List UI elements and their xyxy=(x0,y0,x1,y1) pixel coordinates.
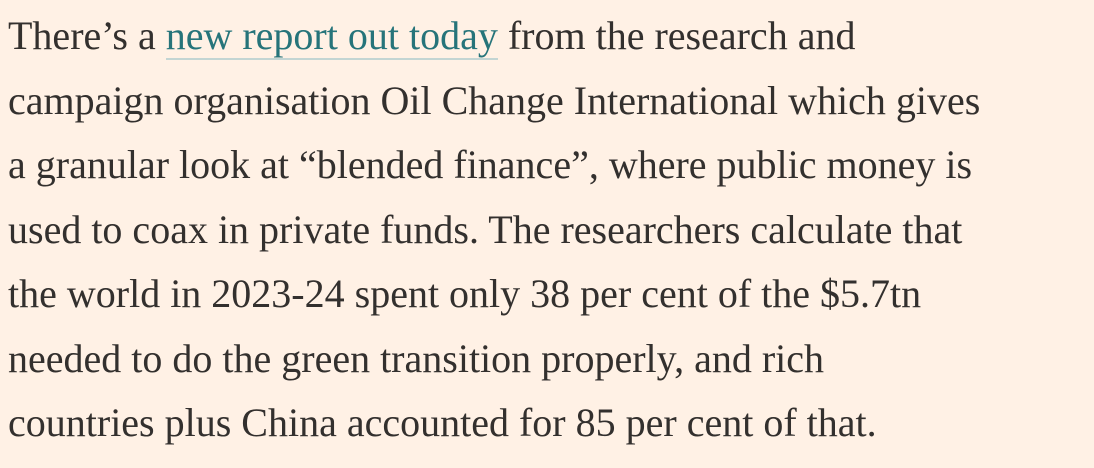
paragraph-line-5: the world in 2023-24 spent only 38 per c… xyxy=(8,271,922,316)
line-1-prefix: There’s a xyxy=(8,13,166,58)
report-link[interactable]: new report out today xyxy=(165,13,498,60)
article-paragraph: There’s a new report out today from the … xyxy=(8,4,1086,456)
paragraph-line-4: used to coax in private funds. The resea… xyxy=(8,206,963,252)
paragraph-line-7: countries plus China accounted for 85 pe… xyxy=(8,400,877,445)
paragraph-line-3: a granular look at “blended finance”, wh… xyxy=(8,142,973,187)
paragraph-line-6: needed to do the green transition proper… xyxy=(8,335,825,381)
paragraph-line-1: There’s a new report out today from the … xyxy=(8,4,1086,69)
paragraph-line-2: campaign organisation Oil Change Interna… xyxy=(8,77,981,123)
line-1-suffix: from the research and xyxy=(497,13,856,58)
